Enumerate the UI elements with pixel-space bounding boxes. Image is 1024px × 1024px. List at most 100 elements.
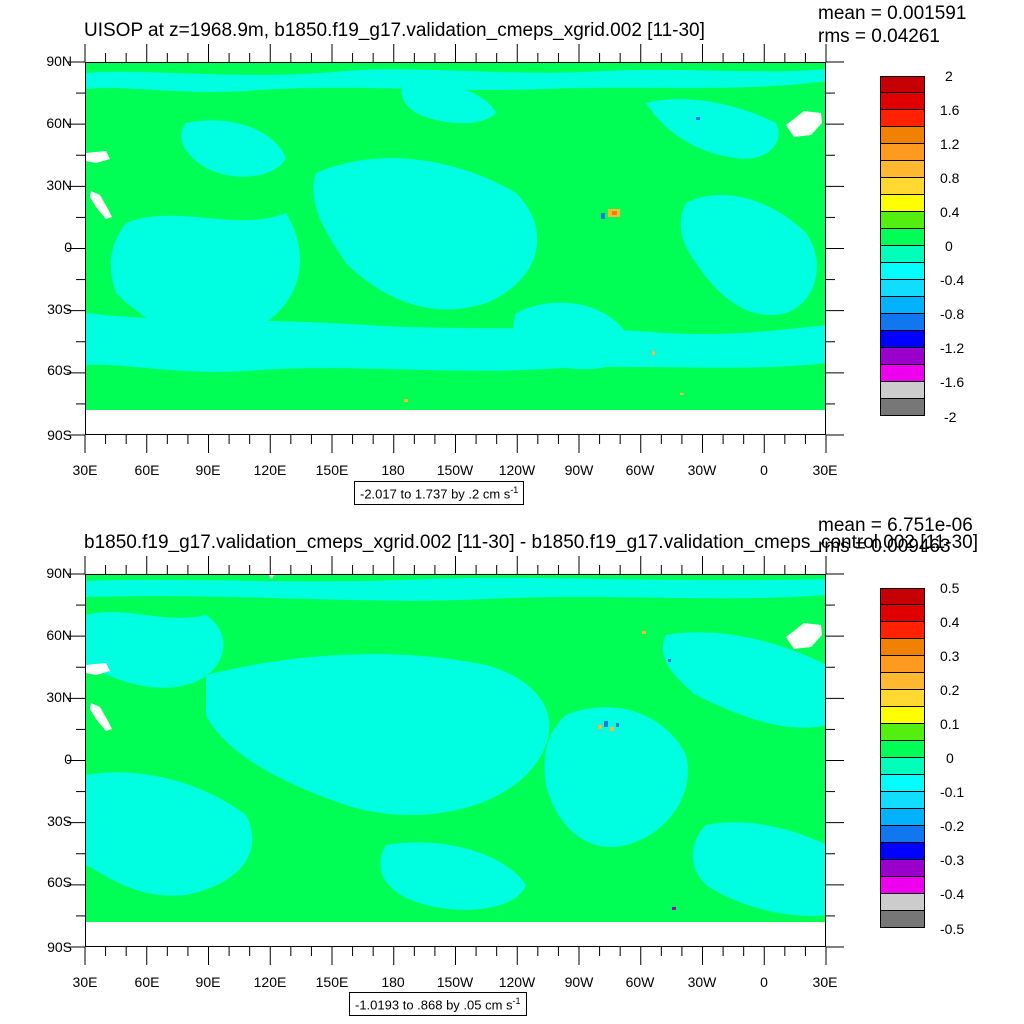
x-tick-label: 90E [195,974,221,990]
y-tick-label: 90S [47,427,72,443]
colorbar-swatch [880,690,925,707]
range-exponent: -1 [510,485,519,495]
x-tick-label: 30W [687,462,717,478]
colorbar-swatch [880,588,925,605]
x-tick-label: 150W [436,974,474,990]
anomaly-spots [404,117,700,402]
rms-stat: rms = 0.009463 [818,536,951,557]
colorbar-label: -0.8 [940,306,965,322]
x-tick-label: 30E [72,462,98,478]
x-tick-label: 120E [253,462,287,478]
colorbar-swatch [880,93,925,110]
colorbar-swatch [880,331,925,348]
colorbar-label: -0.2 [940,818,965,834]
rms-stat: rms = 0.04261 [818,26,940,47]
y-tick-label: 0 [64,751,72,767]
colorbar-swatch [880,110,925,127]
colorbar-swatch [880,297,925,314]
x-tick-label: 60W [625,462,655,478]
colorbar-swatch [880,365,925,382]
x-tick-label: 0 [760,462,768,478]
low-value-patches [86,69,825,372]
colorbar-swatch [880,724,925,741]
colorbar-swatch [880,76,925,93]
x-tick-label: 0 [760,974,768,990]
x-tick-label: 120W [498,462,536,478]
colorbar-swatch [880,826,925,843]
y-tick-label: 60S [47,362,72,378]
colorbar-label: 0.8 [940,170,960,186]
colorbar-swatch [880,605,925,622]
colorbar-label: 0 [946,750,954,766]
colorbar-swatch [880,656,925,673]
map-field [86,575,825,946]
range-text: -2.017 to 1.737 by .2 cm s [360,486,511,502]
y-tick-label: 30S [47,301,72,317]
land-mask [86,111,825,434]
plot-title: b1850.f19_g17.validation_cmeps_xgrid.002… [84,532,978,553]
colorbar-swatch [880,843,925,860]
land-mask [86,575,825,946]
colorbar-swatch [880,775,925,792]
range-exponent: -1 [512,996,521,1006]
x-tick-label: 30E [72,974,98,990]
x-tick-label: 30E [812,462,838,478]
colorbar-swatch [880,382,925,399]
axes-overlay [67,44,844,453]
map-plot [85,574,826,947]
colorbar-swatch [880,860,925,877]
colorbar-swatch [880,161,925,178]
colorbar-label: 0.1 [940,716,960,732]
colorbar-label: -0.4 [940,886,965,902]
colorbar-label: 0 [945,238,953,254]
range-note: -1.0193 to .868 by .05 cm s-1 [349,992,527,1017]
colorbar-swatch [880,399,925,416]
x-tick-label: 90E [195,462,221,478]
plot-title: UISOP at z=1968.9m, b1850.f19_g17.valida… [84,20,705,41]
y-tick-label: 60N [46,627,72,643]
x-tick-label: 90W [564,974,594,990]
colorbar-label: 0.3 [940,648,960,664]
x-tick-label: 120E [253,974,287,990]
y-tick-label: 60S [47,874,72,890]
y-tick-label: 30S [47,813,72,829]
x-tick-label: 30E [812,974,838,990]
map-plot [85,62,826,435]
x-tick-label: 150E [315,462,349,478]
colorbar-swatch [880,673,925,690]
x-tick-label: 150E [315,974,349,990]
y-tick-label: 30N [46,689,72,705]
map-field [86,63,825,434]
colorbar-swatch [880,877,925,894]
x-tick-label: 60E [134,462,160,478]
low-value-patches [86,577,825,916]
colorbar-swatch [880,263,925,280]
range-text: -1.0193 to .868 by .05 cm s [355,997,513,1013]
colorbar-swatch [880,229,925,246]
colorbar-swatch [880,894,925,911]
colorbar-label: 0.4 [940,614,960,630]
colorbar-swatch [880,178,925,195]
x-tick-label: 120W [498,974,536,990]
y-tick-label: 30N [46,177,72,193]
colorbar-label: 1.2 [940,136,960,152]
y-tick-label: 90N [46,53,72,69]
colorbar-swatch [880,758,925,775]
x-tick-label: 60E [134,974,160,990]
panel-difference: b1850.f19_g17.validation_cmeps_xgrid.002… [0,512,1024,1024]
colorbar-label: 2 [945,68,953,84]
colorbar-swatch [880,639,925,656]
x-tick-label: 180 [381,974,405,990]
x-tick-label: 150W [436,462,474,478]
colorbar-swatch [880,348,925,365]
range-note: -2.017 to 1.737 by .2 cm s-1 [354,481,525,506]
colorbar-label: 1.6 [940,102,960,118]
colorbar-label: -1.6 [940,374,965,390]
colorbar-swatch [880,741,925,758]
y-tick-label: 60N [46,115,72,131]
colorbar-swatch [880,144,925,161]
colorbar-label: 0.2 [940,682,960,698]
mean-stat: mean = 6.751e-06 [818,515,973,536]
colorbar-label: -2 [944,409,957,425]
x-tick-label: 60W [625,974,655,990]
